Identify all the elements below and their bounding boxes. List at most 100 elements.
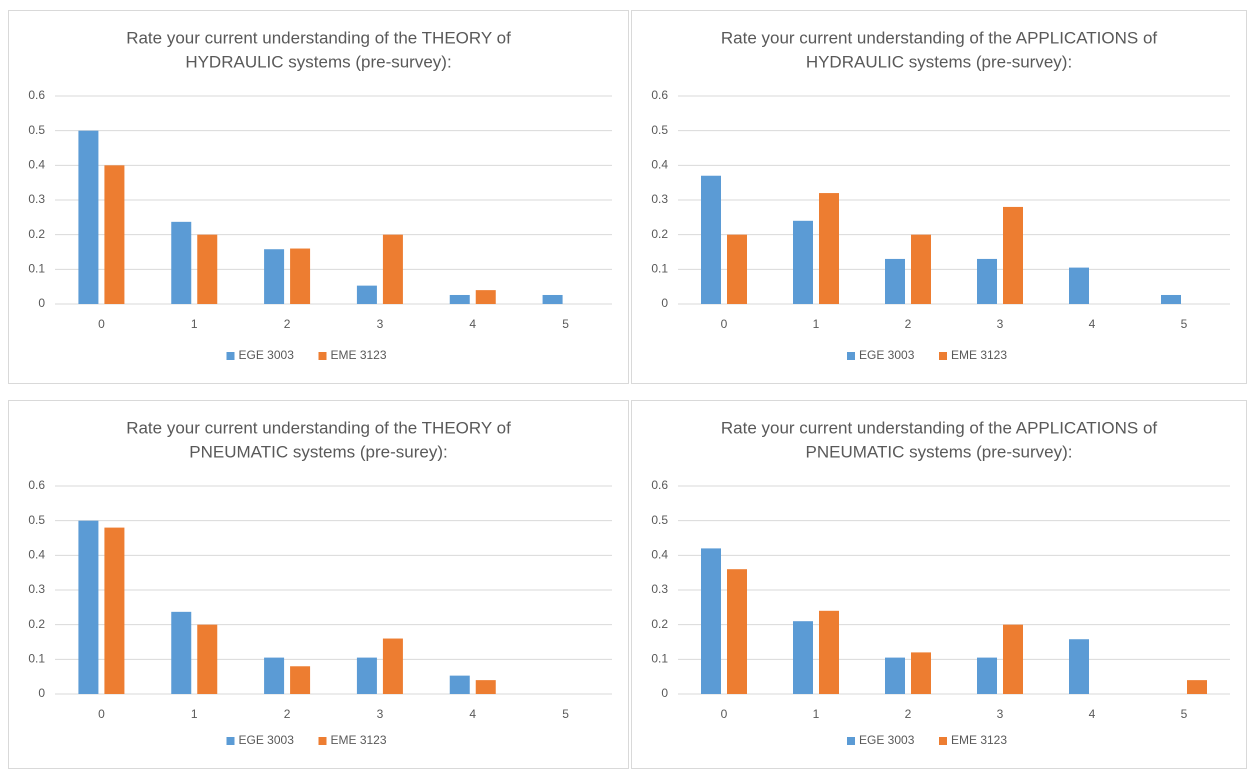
legend-swatch [318,737,327,745]
y-tick-label: 0.5 [651,513,668,527]
bar [727,569,747,694]
x-tick-label: 1 [813,707,820,721]
x-tick-label: 4 [1089,707,1096,721]
y-tick-label: 0.3 [28,192,45,206]
chart: Rate your current understanding of the T… [28,418,612,747]
bar [885,657,905,694]
y-tick-label: 0.1 [651,652,668,666]
bar [819,610,839,694]
x-tick-label: 5 [562,317,569,331]
legend-label: EGE 3003 [859,348,915,362]
bar [911,652,931,694]
y-tick-label: 0.4 [28,158,45,172]
y-tick-label: 0.5 [28,513,45,527]
chart: Rate your current understanding of the T… [28,28,612,362]
legend-label: EME 3123 [331,348,387,362]
bar [1187,680,1207,694]
bar [264,657,285,694]
chart: Rate your current understanding of the A… [651,418,1230,747]
bar [727,234,747,304]
legend-label: EME 3123 [951,733,1007,747]
bar [78,520,99,694]
x-tick-label: 5 [1181,707,1188,721]
y-tick-label: 0.3 [28,582,45,596]
y-tick-label: 0 [38,296,45,310]
x-tick-label: 2 [905,707,912,721]
legend-label: EGE 3003 [239,348,295,362]
x-tick-label: 2 [284,707,291,721]
x-tick-label: 1 [191,317,198,331]
bar [104,165,125,304]
chart-title: Rate your current understanding of the A… [721,28,1158,47]
y-tick-label: 0.6 [28,478,45,492]
bar [793,220,813,304]
bar [701,175,721,304]
x-tick-label: 3 [997,317,1004,331]
y-tick-label: 0.4 [651,548,668,562]
legend-label: EME 3123 [331,733,387,747]
y-tick-label: 0.3 [651,192,668,206]
bar [701,548,721,694]
chart-title: PNEUMATIC systems (pre-survey): [806,442,1073,461]
bar [1003,206,1023,304]
bar [171,221,192,304]
x-tick-label: 3 [997,707,1004,721]
x-tick-label: 4 [469,317,476,331]
y-tick-label: 0.1 [651,262,668,276]
legend-swatch [318,352,327,360]
bar [475,290,496,304]
bar [197,624,218,694]
x-tick-label: 0 [721,317,728,331]
legend-swatch [939,352,947,360]
x-tick-label: 3 [377,707,384,721]
legend-swatch [939,737,947,745]
bar [542,294,563,304]
chart-title: Rate your current understanding of the T… [126,418,511,437]
bar [171,611,192,694]
bar [449,294,470,304]
legend-swatch [847,352,855,360]
y-tick-label: 0.2 [651,617,668,631]
y-tick-label: 0 [38,686,45,700]
chart-title: HYDRAULIC systems (pre-survey): [806,52,1072,71]
legend-swatch [226,737,235,745]
bar [793,621,813,694]
y-tick-label: 0.1 [28,652,45,666]
y-tick-label: 0.2 [28,617,45,631]
x-tick-label: 0 [98,317,105,331]
bar [977,258,997,304]
legend-label: EGE 3003 [859,733,915,747]
bar [819,193,839,304]
bar [197,234,218,304]
bar [911,234,931,304]
y-tick-label: 0.6 [651,478,668,492]
bar [382,234,403,304]
chart-title: Rate your current understanding of the T… [126,28,511,47]
bar [1069,639,1089,694]
x-tick-label: 4 [469,707,476,721]
x-tick-label: 0 [98,707,105,721]
x-tick-label: 2 [284,317,291,331]
bar [264,249,285,304]
y-tick-label: 0.6 [651,88,668,102]
bar [382,638,403,694]
x-tick-label: 4 [1089,317,1096,331]
bar [78,130,99,304]
bar [1161,294,1181,304]
bar [290,666,311,694]
y-tick-label: 0.3 [651,582,668,596]
x-tick-label: 0 [721,707,728,721]
x-tick-label: 2 [905,317,912,331]
chart-panel: Rate your current understanding of the T… [8,400,629,769]
y-tick-label: 0.1 [28,262,45,276]
x-tick-label: 3 [377,317,384,331]
chart-panel: Rate your current understanding of the T… [8,10,629,384]
chart-title: PNEUMATIC systems (pre-surey): [189,442,448,461]
y-tick-label: 0 [661,686,668,700]
legend-swatch [226,352,235,360]
y-tick-label: 0.5 [651,123,668,137]
y-tick-label: 0.2 [28,227,45,241]
bar [290,248,311,304]
chart-panel: Rate your current understanding of the A… [631,10,1247,384]
